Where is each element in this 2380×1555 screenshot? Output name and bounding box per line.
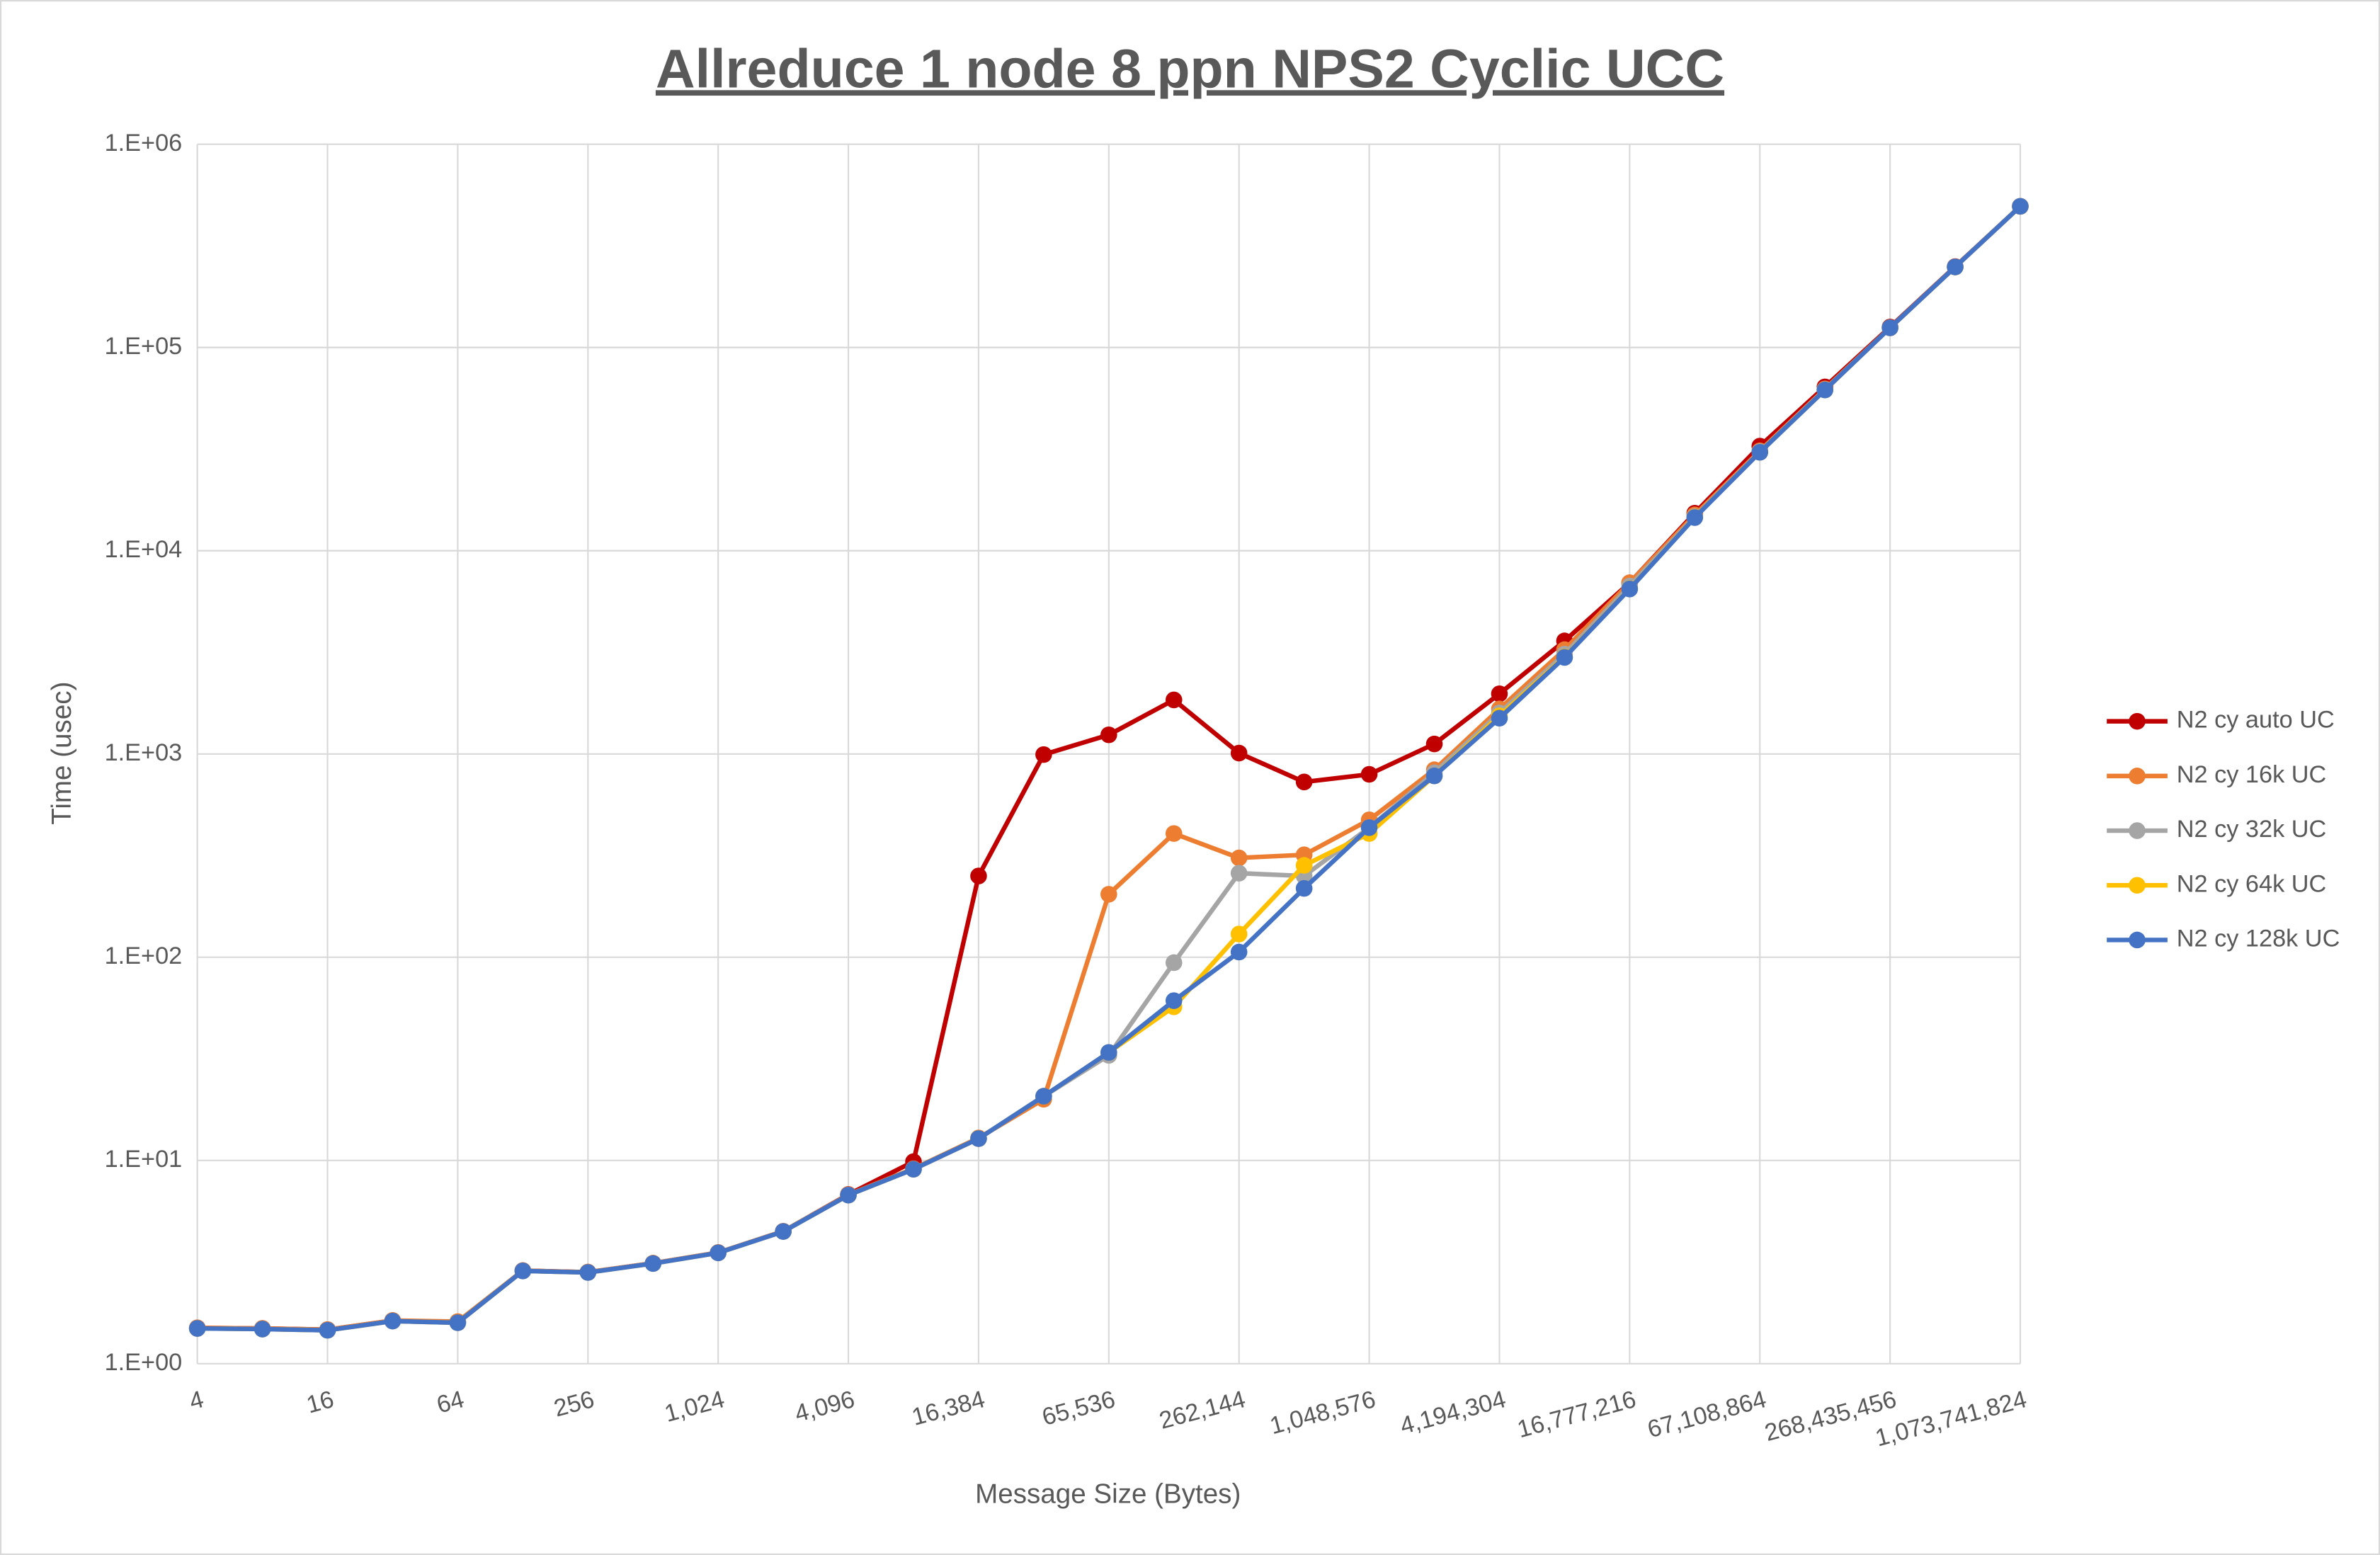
data-point [1425,767,1443,785]
data-point [1621,581,1639,598]
data-point [970,1130,987,1147]
y-tick-label: 1.E+05 [105,333,183,360]
data-point [905,1161,922,1178]
data-point [1230,925,1248,942]
data-point [1165,992,1183,1009]
data-point [1425,735,1443,753]
data-point [1230,943,1248,961]
data-point [1100,726,1117,744]
y-tick-label: 1.E+03 [105,739,183,766]
legend-label: N2 cy auto UC [2177,707,2335,734]
data-point [1295,879,1313,897]
data-point [254,1321,271,1338]
chart-title: Allreduce 1 node 8 ppn NPS2 Cyclic UCC [656,38,1724,99]
data-point [1360,765,1378,783]
data-point [775,1223,792,1240]
legend-marker [2129,712,2146,730]
data-point [710,1244,727,1262]
data-point [319,1321,336,1339]
y-tick-label: 1.E+00 [105,1349,183,1376]
data-point [1035,746,1052,763]
legend: N2 cy auto UC N2 cy 16k UC N2 cy 32k UC N2 … [2107,707,2340,952]
data-point [1230,865,1248,882]
data-point [1881,319,1898,336]
x-tick-label: 64 [434,1386,467,1419]
data-point [1556,649,1573,666]
data-point [840,1186,857,1204]
y-tick-label: 1.E+01 [105,1146,183,1173]
data-point [1686,509,1704,526]
x-axis-label: Message Size (Bytes) [975,1479,1241,1510]
data-point [384,1312,402,1330]
data-point [1491,710,1508,727]
data-point [1816,381,1833,399]
x-tick-label: 16 [304,1386,337,1419]
data-point [1295,857,1313,874]
data-point [1100,1044,1117,1061]
legend-label: N2 cy 64k UC [2177,870,2327,897]
plot-area [188,198,2029,1339]
data-point [970,867,987,884]
legend-marker [2129,768,2146,785]
data-point [514,1263,532,1280]
legend-label: N2 cy 128k UC [2177,925,2340,952]
y-axis-label: Time (usec) [47,682,77,825]
data-point [1165,691,1183,709]
y-tick-label: 1.E+04 [105,536,183,563]
data-point [188,1320,206,1337]
legend-marker [2129,931,2146,949]
data-point [2012,198,2029,215]
legend-marker [2129,822,2146,839]
data-point [1751,443,1769,461]
data-point [1295,773,1313,791]
data-point [1491,685,1508,702]
data-point [1100,886,1117,903]
data-point [644,1255,662,1272]
data-point [1230,849,1248,867]
data-point [1947,258,1964,275]
data-point [579,1264,597,1281]
data-point [1165,954,1183,972]
grid [196,143,2022,1365]
data-point [1035,1088,1052,1105]
legend-label: N2 cy 32k UC [2177,816,2327,843]
y-tick-label: 1.E+06 [105,130,183,156]
y-tick-label: 1.E+02 [105,942,183,969]
data-point [1165,825,1183,842]
data-point [1230,744,1248,762]
legend-label: N2 cy 16k UC [2177,761,2327,788]
data-point [1360,819,1378,836]
data-point [449,1314,467,1331]
legend-marker [2129,877,2146,894]
